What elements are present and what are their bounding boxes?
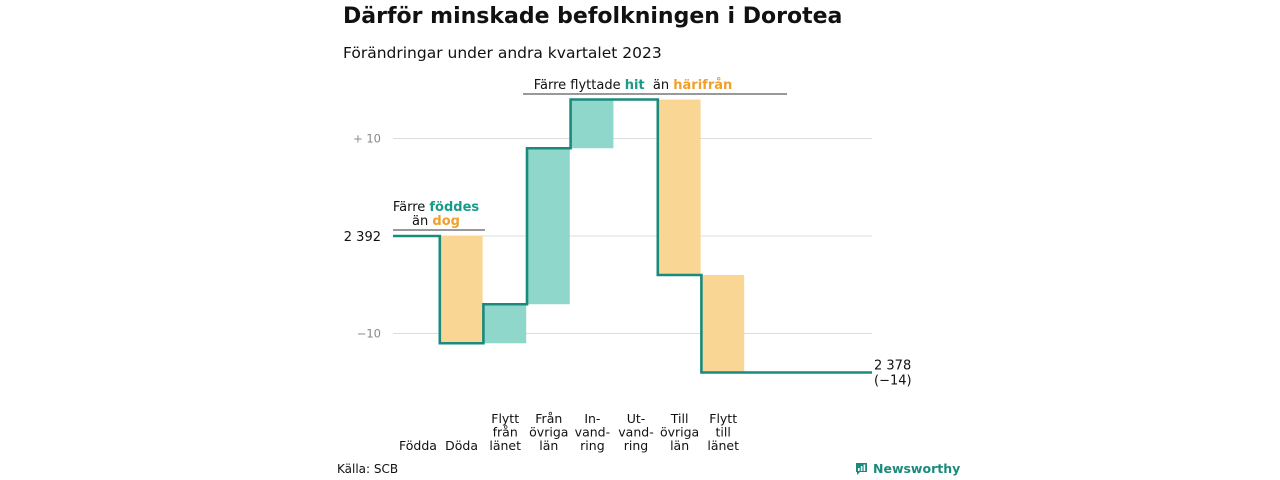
- category-label: övriga: [660, 425, 699, 440]
- annotation-part: än: [412, 214, 432, 229]
- chart-subtitle: Förändringar under andra kvartalet 2023: [343, 44, 662, 62]
- end-value-label: 2 378: [874, 359, 911, 374]
- brand-logo[interactable]: Newsworthy: [855, 461, 960, 476]
- waterfall-bar: [484, 304, 527, 344]
- annotation-part: Färre flyttade: [534, 78, 625, 93]
- category-label: Till: [670, 411, 689, 426]
- annotation-migration: Färre flyttade hit än härifrån: [534, 78, 733, 93]
- category-label: Döda: [445, 438, 478, 453]
- category-label: län: [670, 438, 689, 453]
- waterfall-bar: [658, 99, 701, 275]
- category-label: till: [716, 425, 731, 440]
- waterfall-bar: [702, 275, 745, 373]
- cumulative-step-line: [393, 98, 872, 374]
- category-label: vand-: [618, 425, 653, 440]
- annotation-part: föddes: [429, 200, 479, 215]
- chart-title: Därför minskade befolkningen i Dorotea: [343, 4, 843, 29]
- category-label: Från: [535, 411, 562, 426]
- annotation-part: dog: [432, 214, 460, 229]
- category-label: ring: [624, 438, 648, 453]
- waterfall-bar: [440, 236, 483, 344]
- category-label: Födda: [399, 438, 437, 453]
- waterfall-bar: [527, 148, 570, 305]
- source-note: Källa: SCB: [337, 462, 399, 476]
- brand-name: Newsworthy: [873, 461, 961, 476]
- category-label: länet: [707, 438, 739, 453]
- category-label: Flytt: [491, 411, 519, 426]
- category-label: länet: [489, 438, 521, 453]
- end-change-label: (−14): [874, 374, 912, 389]
- waterfall-bar: [571, 99, 614, 149]
- annotation-part: härifrån: [673, 78, 732, 93]
- category-label: Flytt: [709, 411, 737, 426]
- annotation-births-deaths-line1: Färre föddes: [393, 200, 480, 215]
- annotation-part: än: [645, 78, 674, 93]
- annotation-births-deaths-line2: än dog: [412, 214, 460, 229]
- category-label: ring: [580, 438, 604, 453]
- category-label: från: [493, 425, 518, 440]
- y-tick-label: + 10: [353, 132, 381, 146]
- start-value-label: 2 392: [344, 230, 381, 245]
- category-label: övriga: [529, 425, 568, 440]
- newsworthy-logo-icon: [856, 462, 867, 475]
- category-label: vand-: [575, 425, 610, 440]
- y-tick-label: −10: [357, 327, 381, 341]
- annotation-part: hit: [625, 78, 645, 93]
- category-label: In-: [584, 411, 600, 426]
- annotation-part: Färre: [393, 200, 430, 215]
- category-label: län: [539, 438, 558, 453]
- category-label: Ut-: [627, 411, 646, 426]
